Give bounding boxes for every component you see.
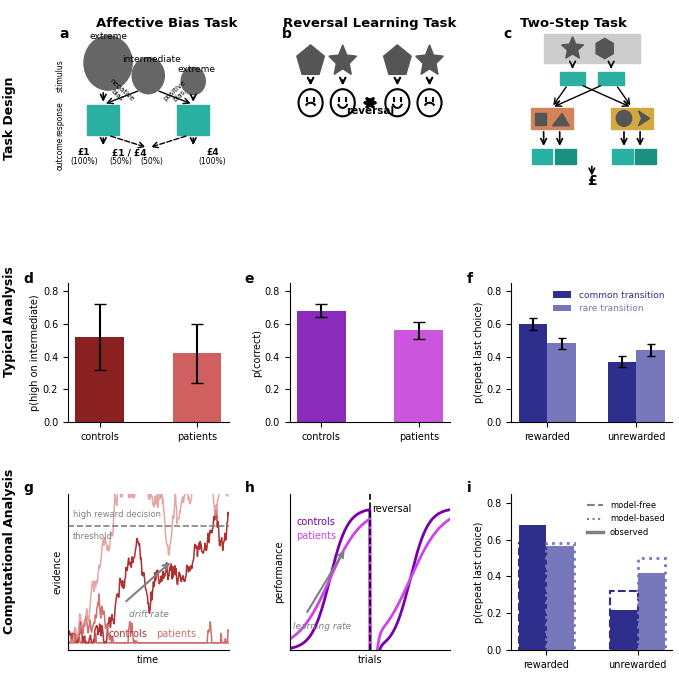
- Text: £1: £1: [77, 148, 90, 157]
- Text: extreme: extreme: [89, 32, 127, 41]
- Polygon shape: [553, 114, 570, 126]
- Text: learning rate: learning rate: [293, 621, 351, 631]
- Text: stimulus: stimulus: [56, 60, 65, 92]
- Bar: [546, 544, 574, 650]
- Circle shape: [181, 68, 205, 95]
- Text: £1 / £4: £1 / £4: [111, 148, 146, 157]
- Bar: [394, 330, 443, 422]
- Text: d: d: [23, 271, 33, 286]
- Bar: [610, 591, 638, 650]
- Polygon shape: [596, 39, 613, 59]
- Circle shape: [84, 36, 132, 90]
- Text: extreme: extreme: [177, 65, 215, 74]
- Bar: [610, 609, 638, 650]
- Text: controls: controls: [108, 629, 147, 639]
- Text: controls: controls: [296, 517, 335, 527]
- Text: £: £: [587, 174, 597, 188]
- Y-axis label: performance: performance: [274, 541, 284, 603]
- Text: (100%): (100%): [70, 157, 98, 167]
- Bar: [519, 324, 547, 422]
- Text: a: a: [60, 27, 69, 41]
- Text: reversal: reversal: [373, 504, 412, 515]
- Bar: [546, 546, 574, 650]
- Text: drift rate: drift rate: [129, 610, 168, 619]
- Bar: [611, 108, 653, 129]
- Text: h: h: [244, 481, 255, 496]
- Legend: common transition, rare transition: common transition, rare transition: [550, 287, 667, 317]
- Y-axis label: p(repeat last choice): p(repeat last choice): [474, 302, 483, 403]
- Polygon shape: [416, 45, 443, 74]
- Bar: [598, 72, 624, 85]
- Text: intermediate: intermediate: [122, 55, 181, 64]
- Polygon shape: [384, 45, 411, 74]
- Text: positive
bias: positive bias: [163, 79, 191, 107]
- Y-axis label: evidence: evidence: [52, 550, 62, 594]
- Bar: [612, 149, 633, 164]
- Text: patients: patients: [156, 629, 196, 639]
- Text: patients: patients: [296, 531, 336, 541]
- Y-axis label: p(repeat last choice): p(repeat last choice): [474, 521, 483, 623]
- Y-axis label: p(high on intermediate): p(high on intermediate): [30, 294, 40, 411]
- Bar: [532, 149, 553, 164]
- Polygon shape: [329, 45, 356, 74]
- Text: reversal: reversal: [346, 106, 394, 116]
- X-axis label: time: time: [137, 655, 160, 665]
- Bar: [547, 343, 576, 422]
- Bar: [75, 337, 124, 422]
- Text: f: f: [466, 271, 473, 286]
- Text: Task Design: Task Design: [3, 77, 16, 160]
- Polygon shape: [297, 45, 325, 74]
- Text: threshold: threshold: [73, 532, 113, 541]
- Text: Reversal Learning Task: Reversal Learning Task: [283, 17, 457, 30]
- Bar: [519, 525, 546, 650]
- Text: (100%): (100%): [199, 157, 226, 167]
- Bar: [638, 573, 665, 650]
- Circle shape: [617, 110, 631, 126]
- Text: outcome: outcome: [56, 137, 65, 170]
- Text: (50%): (50%): [140, 157, 163, 167]
- Bar: [636, 149, 656, 164]
- Bar: [535, 113, 547, 125]
- Text: Affective Bias Task: Affective Bias Task: [96, 17, 237, 30]
- Bar: [519, 544, 546, 650]
- Text: high reward decision: high reward decision: [73, 510, 161, 519]
- Bar: [531, 108, 572, 129]
- Text: (50%): (50%): [109, 157, 132, 167]
- Polygon shape: [638, 111, 650, 126]
- Bar: [636, 350, 665, 422]
- Bar: [177, 104, 209, 135]
- Bar: [555, 149, 576, 164]
- Text: Two-Step Task: Two-Step Task: [520, 17, 627, 30]
- Bar: [297, 311, 346, 422]
- Text: g: g: [23, 481, 33, 496]
- Text: Typical Analysis: Typical Analysis: [3, 266, 16, 377]
- Text: response: response: [56, 102, 65, 136]
- Bar: [638, 558, 665, 650]
- Text: i: i: [466, 481, 471, 496]
- Bar: [544, 34, 640, 64]
- Y-axis label: p(correct): p(correct): [252, 328, 262, 376]
- Text: Computational Analysis: Computational Analysis: [3, 469, 16, 634]
- X-axis label: trials: trials: [358, 655, 382, 665]
- Bar: [608, 362, 636, 422]
- Text: e: e: [244, 271, 254, 286]
- Bar: [172, 353, 221, 422]
- Polygon shape: [562, 37, 583, 58]
- Text: £4: £4: [206, 148, 219, 157]
- Text: c: c: [503, 27, 512, 41]
- Bar: [559, 72, 585, 85]
- Legend: model-free, model-based, observed: model-free, model-based, observed: [583, 498, 668, 540]
- Text: b: b: [282, 27, 291, 41]
- Circle shape: [132, 58, 164, 93]
- Text: negative
bias: negative bias: [104, 78, 135, 108]
- Bar: [87, 104, 120, 135]
